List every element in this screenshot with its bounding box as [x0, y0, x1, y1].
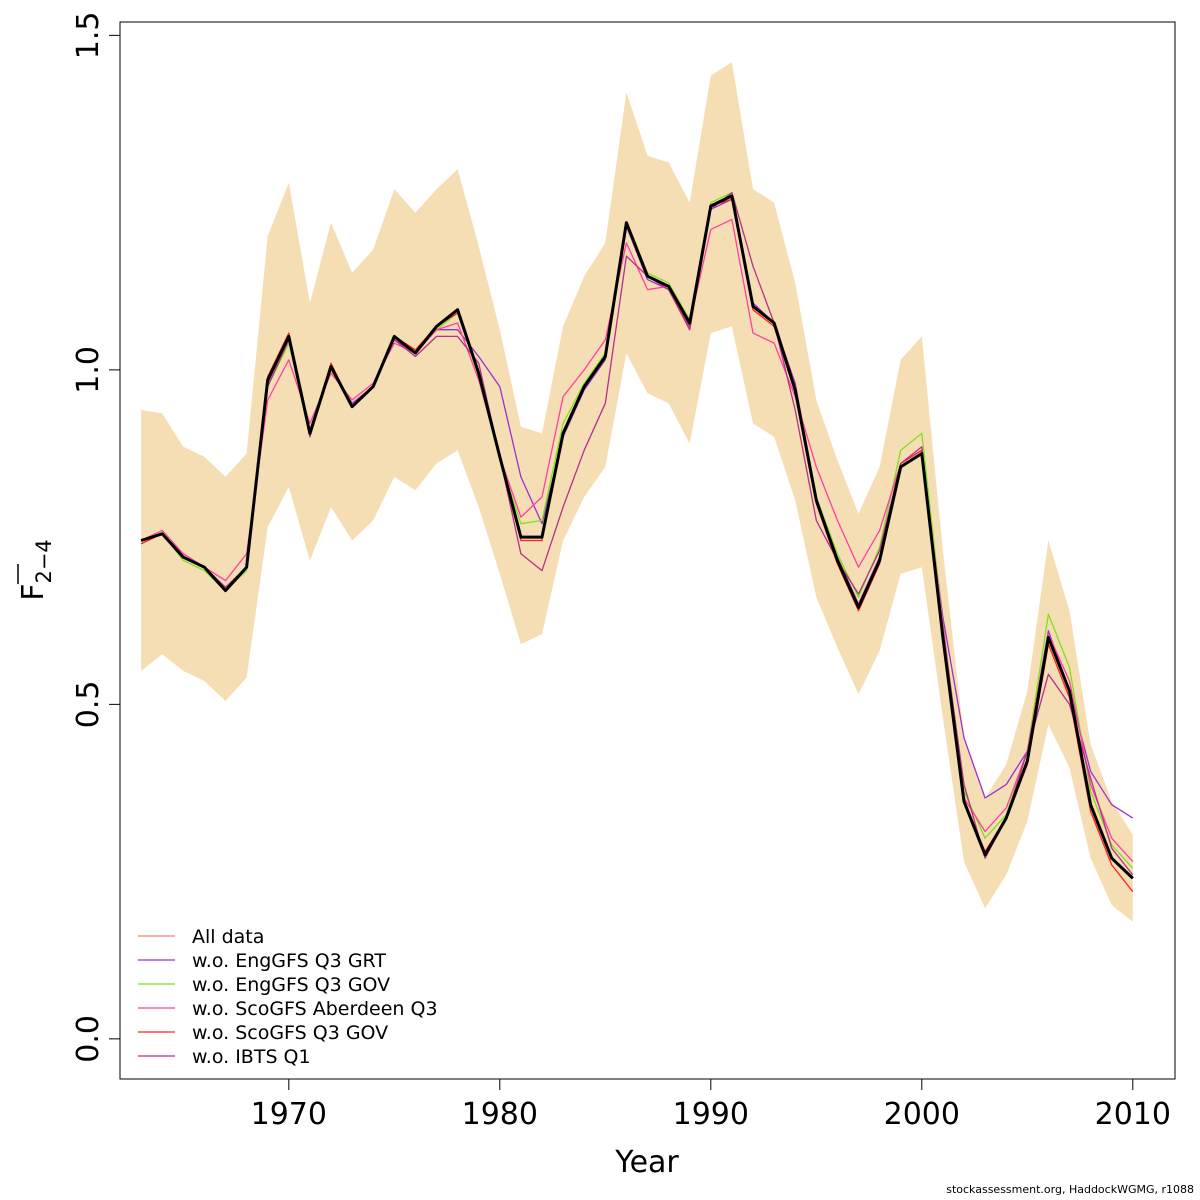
confidence-band-layer [141, 62, 1133, 922]
y-tick-label: 1.5 [71, 12, 106, 60]
legend-item: All data [138, 926, 264, 948]
main-estimate-line [140, 194, 1134, 880]
y-axis-title-main: F [16, 584, 51, 601]
legend-label: All data [192, 926, 264, 948]
x-tick-label: 1980 [462, 1097, 538, 1132]
y-axis: 0.0 0.5 1.0 1.5 [71, 12, 121, 1063]
confidence-band [141, 62, 1133, 922]
legend-label: w.o. ScoGFS Q3 GOV [192, 1022, 388, 1044]
x-tick-label: 2010 [1095, 1097, 1171, 1132]
x-tick-label: 2000 [884, 1097, 960, 1132]
x-axis: 1970 1980 1990 2000 2010 [251, 1078, 1171, 1132]
y-tick-label: 0.5 [71, 681, 106, 729]
legend-label: w.o. ScoGFS Aberdeen Q3 [192, 998, 438, 1020]
y-tick-label: 1.0 [71, 346, 106, 394]
legend-label: w.o. EngGFS Q3 GOV [192, 974, 390, 996]
legend-label: w.o. EngGFS Q3 GRT [192, 950, 386, 972]
legend-item: w.o. ScoGFS Q3 GOV [138, 1022, 388, 1044]
svg-text:F2−4: F2−4 [16, 539, 56, 601]
main-series-layer [140, 194, 1134, 880]
x-tick-label: 1990 [673, 1097, 749, 1132]
legend-item: w.o. IBTS Q1 [138, 1046, 311, 1068]
credit-text: stockassessment.org, HaddockWGMG, r1088 [946, 1183, 1194, 1196]
legend-item: w.o. EngGFS Q3 GOV [138, 974, 390, 996]
legend-item: w.o. EngGFS Q3 GRT [138, 950, 386, 972]
legend-item: w.o. ScoGFS Aberdeen Q3 [138, 998, 438, 1020]
legend-label: w.o. IBTS Q1 [192, 1046, 311, 1068]
y-tick-label: 0.0 [71, 1015, 106, 1063]
y-axis-title-subscript: 2−4 [32, 539, 56, 583]
x-axis-title: Year [614, 1145, 679, 1180]
y-axis-title: F2−4 [16, 539, 56, 601]
x-tick-label: 1970 [251, 1097, 327, 1132]
